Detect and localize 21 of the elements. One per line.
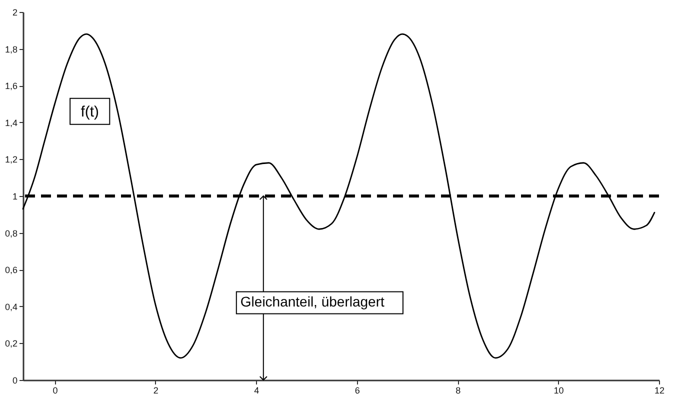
y-tick-label: 0,2 [4,338,18,349]
x-tick-label: 10 [554,386,564,396]
y-tick-label: 0,6 [4,265,18,276]
x-tick-label: 8 [456,386,461,396]
series-label: f(t) [80,103,100,120]
y-tick-label: 0 [12,376,18,386]
y-tick-label: 1 [12,192,18,202]
y-tick-label: 1,8 [4,44,18,54]
y-tick-label: 2 [12,8,18,18]
annotation: Gleichanteil, überlagert [240,294,384,310]
line-series [22,33,656,359]
x-tick-label: 12 [654,386,665,396]
y-tick-label: 1,6 [4,81,18,92]
x-tick-label: 4 [254,386,260,396]
y-tick-label: 1,2 [4,154,18,165]
x-tick-label: 0 [52,386,58,396]
x-tick-label: 2 [153,386,158,396]
y-tick-label: 1,4 [4,118,18,128]
x-tick-label: 6 [354,386,360,396]
y-tick-label: 0,8 [4,228,18,238]
y-tick-label: 0,4 [4,302,18,312]
